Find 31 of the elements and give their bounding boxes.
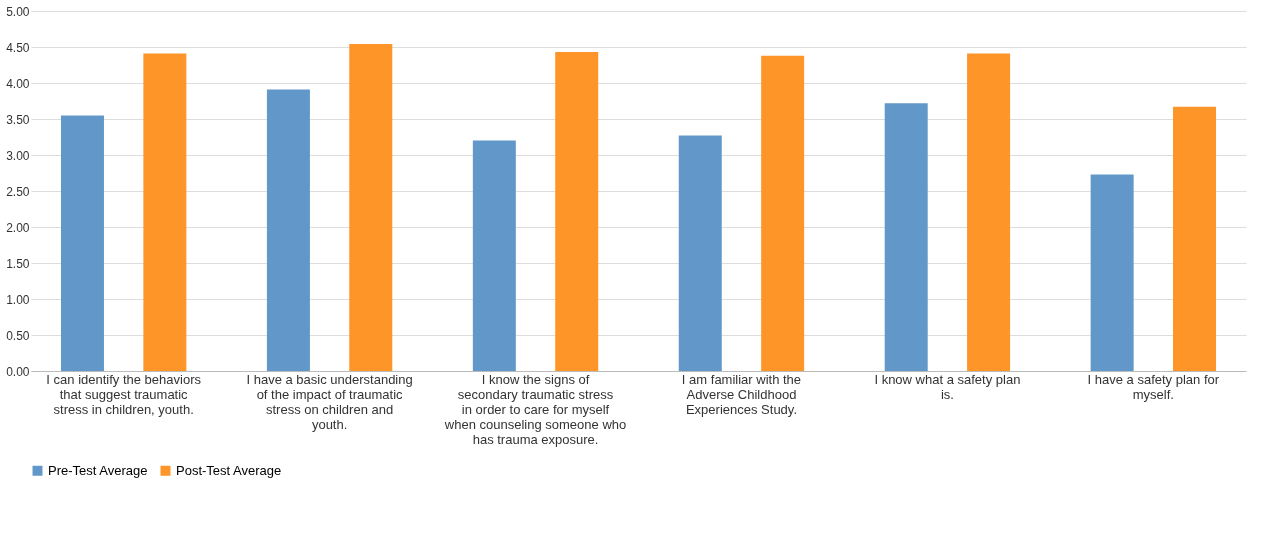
y-tick-label: 1.50 — [6, 256, 30, 271]
x-tick-label: I know the signs of secondary traumatic stress in order to care for myself when counseling someone who has trauma exposure. — [443, 371, 627, 447]
bar — [60, 115, 104, 371]
y-tick-label: 0.50 — [6, 328, 30, 343]
bar — [678, 135, 722, 371]
bar — [1173, 106, 1217, 371]
bar — [555, 52, 599, 371]
bar — [761, 55, 805, 371]
legend-label: Post-Test Average — [176, 462, 282, 478]
x-tick-label: I have a basic understanding of the impact of traumatic stress on children and youth. — [246, 371, 413, 432]
bar — [143, 53, 187, 371]
y-tick-label: 1.00 — [6, 292, 30, 307]
y-tick-label: 2.00 — [6, 220, 30, 235]
y-tick-label: 5.00 — [6, 4, 30, 19]
bar — [1090, 174, 1134, 371]
bar — [266, 89, 310, 371]
legend-label: Pre-Test Average — [48, 462, 148, 478]
y-tick-label: 2.50 — [6, 184, 30, 199]
y-tick-label: 3.00 — [6, 148, 30, 163]
x-tick-label: I know what a safety plan is. — [874, 371, 1021, 402]
bar — [884, 103, 928, 371]
x-tick-label: I am familiar with the Adverse Childhood Experiences Study. — [681, 371, 802, 417]
bar — [967, 53, 1011, 371]
bar — [349, 44, 393, 371]
x-tick-label: I can identify the behaviors that suggest traumatic stress in children, youth. — [46, 371, 202, 417]
y-tick-label: 4.00 — [6, 76, 30, 91]
x-tick-label: I have a safety plan for myself. — [1087, 371, 1220, 402]
y-tick-label: 0.00 — [6, 364, 30, 379]
y-tick-label: 3.50 — [6, 112, 30, 127]
bar — [472, 140, 516, 371]
y-tick-label: 4.50 — [6, 40, 30, 55]
